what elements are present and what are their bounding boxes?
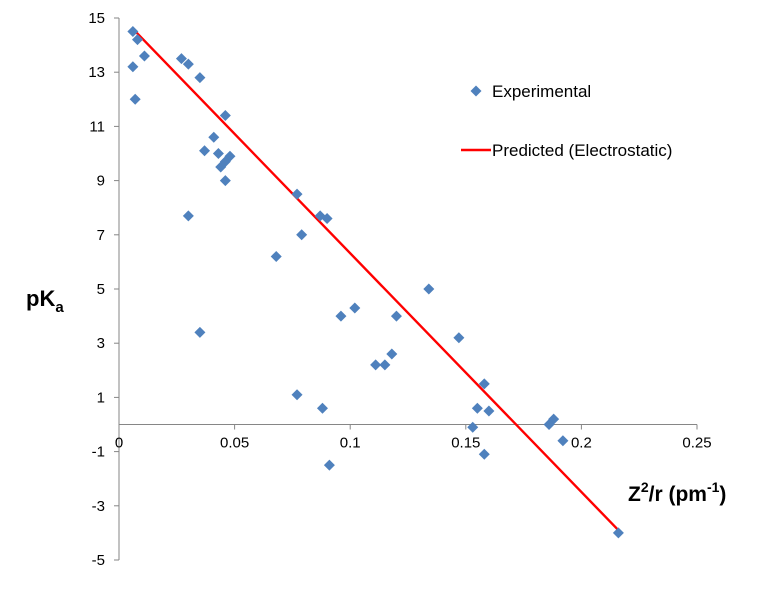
data-point [215,161,227,173]
predicted-line [132,28,620,532]
data-point [321,213,333,225]
legend-label-predicted: Predicted (Electrostatic) [492,141,672,160]
y-tick-label: 1 [97,389,105,406]
x-axis: 0 0.05 0.1 0.15 0.2 0.25 [115,424,712,452]
data-point [291,389,303,401]
y-axis-title: pKa [26,286,64,316]
data-point [175,53,187,65]
y-tick-label: 13 [88,64,105,81]
data-point [208,131,220,143]
plot-area [127,26,624,539]
data-point [483,405,495,417]
data-point [138,50,150,62]
data-point [127,26,139,38]
data-point [478,378,490,390]
x-tick-label: 0.15 [451,435,480,452]
data-point [557,435,569,447]
y-tick-label: 11 [89,118,105,135]
data-point [335,310,347,322]
x-tick-label: 0.25 [682,435,711,452]
data-point [423,283,435,295]
data-point [612,527,624,539]
data-point [129,93,141,105]
legend-label-experimental: Experimental [492,82,591,101]
data-point [219,110,231,122]
y-tick-label: 3 [97,335,105,352]
data-point [349,302,361,314]
data-point [316,402,328,414]
y-tick-label: -1 [92,444,105,461]
x-tick-label: 0.1 [340,435,361,452]
data-point [323,459,335,471]
data-point [453,332,465,344]
x-tick-label: 0.05 [220,435,249,452]
data-point [270,250,282,262]
legend-marker [470,85,482,97]
data-point [379,359,391,371]
x-tick-label: 0 [115,435,123,452]
y-tick-label: 7 [97,227,105,244]
y-tick-label: -5 [92,552,105,569]
data-point [467,421,479,433]
data-point [199,145,211,157]
y-tick-label: 5 [97,281,105,298]
data-point [219,175,231,187]
y-tick-label: 9 [97,173,105,190]
data-point [370,359,382,371]
data-point [212,148,224,159]
x-axis-title: Z2/r (pm-1) [628,479,726,506]
data-point [291,188,303,200]
data-point [543,419,555,430]
legend: Experimental Predicted (Electrostatic) [461,82,672,160]
data-point [127,61,139,73]
data-point [471,402,483,414]
data-point [390,310,402,322]
x-tick-label: 0.2 [571,435,592,452]
data-point [131,34,143,46]
data-point [194,72,206,84]
data-point [182,58,194,70]
y-tick-label: -3 [92,498,105,515]
data-point [182,210,194,222]
data-point [386,348,398,360]
data-point [194,326,206,338]
data-point [478,448,490,460]
y-tick-label: 15 [88,10,105,27]
data-point [296,229,308,241]
